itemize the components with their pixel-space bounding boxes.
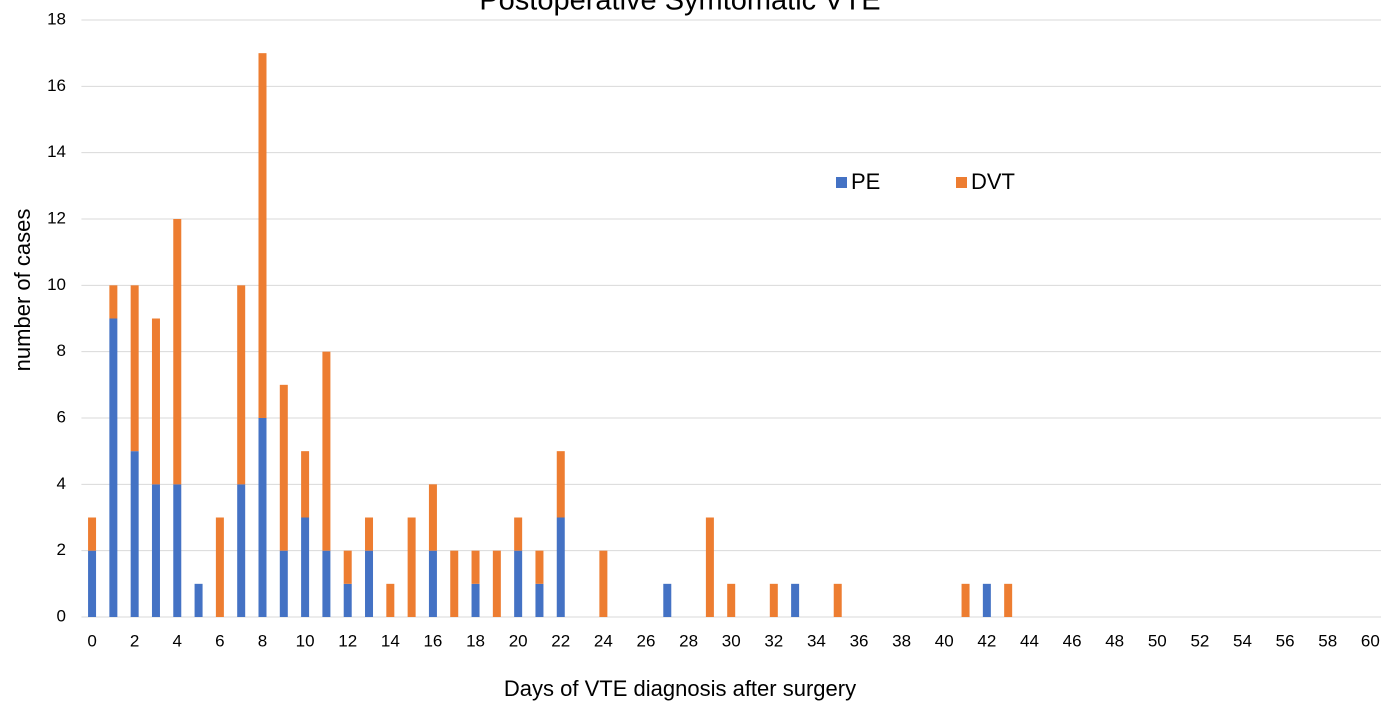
bar-segment: [471, 550, 480, 584]
bar-segment: [535, 583, 544, 617]
bar-segment: [386, 583, 395, 617]
legend-swatch: [836, 177, 847, 188]
y-tick-label: 8: [57, 341, 66, 360]
y-tick-label: 2: [57, 540, 66, 559]
legend-swatch: [956, 177, 967, 188]
bar-segment: [961, 583, 970, 617]
legend-label: PE: [851, 169, 880, 194]
y-tick-label: 0: [57, 606, 66, 625]
legend-label: DVT: [971, 169, 1015, 194]
bar-segment: [215, 517, 224, 617]
x-tick-label: 36: [850, 631, 869, 650]
bar-segment: [982, 583, 991, 617]
bar-segment: [301, 451, 310, 518]
bar-segment: [194, 583, 203, 617]
x-tick-label: 0: [87, 631, 96, 650]
x-tick-label: 4: [173, 631, 182, 650]
bar-segment: [88, 517, 97, 551]
bar-segment: [450, 550, 459, 617]
bar-segment: [1004, 583, 1013, 617]
x-axis-title: Days of VTE diagnosis after surgery: [504, 676, 856, 701]
x-tick-label: 42: [977, 631, 996, 650]
bar-segment: [258, 53, 267, 419]
y-axis-title: number of cases: [10, 209, 35, 372]
bar-segment: [301, 517, 310, 617]
bar-segment: [173, 484, 182, 617]
bar-segment: [343, 583, 352, 617]
bar-segment: [88, 550, 97, 617]
x-tick-label: 50: [1148, 631, 1167, 650]
x-tick-label: 24: [594, 631, 613, 650]
y-tick-label: 18: [47, 9, 66, 28]
bar-segment: [279, 384, 288, 551]
x-tick-label: 48: [1105, 631, 1124, 650]
x-tick-label: 14: [381, 631, 400, 650]
x-tick-label: 32: [764, 631, 783, 650]
x-tick-label: 8: [258, 631, 267, 650]
bar-segment: [535, 550, 544, 584]
x-tick-label: 58: [1318, 631, 1337, 650]
bar-segment: [514, 550, 523, 617]
x-tick-label: 28: [679, 631, 698, 650]
bar-segment: [791, 583, 800, 617]
bar-segment: [151, 318, 160, 485]
x-tick-label: 26: [637, 631, 656, 650]
x-tick-label: 6: [215, 631, 224, 650]
x-tick-label: 34: [807, 631, 826, 650]
x-tick-label: 52: [1190, 631, 1209, 650]
x-tick-label: 16: [423, 631, 442, 650]
bar-segment: [365, 550, 374, 617]
x-tick-label: 22: [551, 631, 570, 650]
y-tick-label: 6: [57, 407, 66, 426]
bar-segment: [322, 550, 331, 617]
bar-segment: [428, 484, 437, 551]
bar-segment: [556, 517, 565, 617]
bar-segment: [237, 285, 246, 485]
bar-segment: [258, 418, 267, 617]
bar-segment: [365, 517, 374, 551]
bar-segment: [556, 451, 565, 518]
chart-title: Postoperative Symtomatic VTE: [479, 0, 880, 17]
bar-segment: [173, 219, 182, 485]
bar-segment: [769, 583, 778, 617]
x-tick-label: 20: [509, 631, 528, 650]
x-tick-label: 44: [1020, 631, 1039, 650]
y-tick-label: 16: [47, 76, 66, 95]
x-tick-label: 40: [935, 631, 954, 650]
x-tick-label: 38: [892, 631, 911, 650]
x-tick-label: 54: [1233, 631, 1252, 650]
x-tick-label: 12: [338, 631, 357, 650]
x-tick-label: 60: [1361, 631, 1380, 650]
bar-segment: [109, 285, 118, 319]
bar-segment: [130, 285, 139, 452]
x-tick-label: 10: [296, 631, 315, 650]
bar-segment: [471, 583, 480, 617]
bar-segment: [428, 550, 437, 617]
x-tick-label: 30: [722, 631, 741, 650]
bar-segment: [322, 351, 331, 551]
bar-segment: [705, 517, 714, 617]
x-tick-label: 2: [130, 631, 139, 650]
bar-segment: [343, 550, 352, 584]
bar-segment: [833, 583, 842, 617]
y-tick-label: 12: [47, 208, 66, 227]
bar-segment: [130, 451, 139, 617]
bar-segment: [599, 550, 608, 617]
bar-segment: [663, 583, 672, 617]
bar-segment: [492, 550, 501, 617]
x-tick-label: 18: [466, 631, 485, 650]
bar-segment: [514, 517, 523, 551]
y-tick-label: 10: [47, 275, 66, 294]
bar-segment: [109, 318, 118, 617]
x-tick-label: 56: [1276, 631, 1295, 650]
bar-segment: [279, 550, 288, 617]
bar-segment: [407, 517, 416, 617]
y-tick-label: 14: [47, 142, 66, 161]
bar-segment: [151, 484, 160, 617]
bar-segment: [727, 583, 736, 617]
x-tick-label: 46: [1063, 631, 1082, 650]
bar-segment: [237, 484, 246, 617]
y-tick-label: 4: [57, 474, 66, 493]
